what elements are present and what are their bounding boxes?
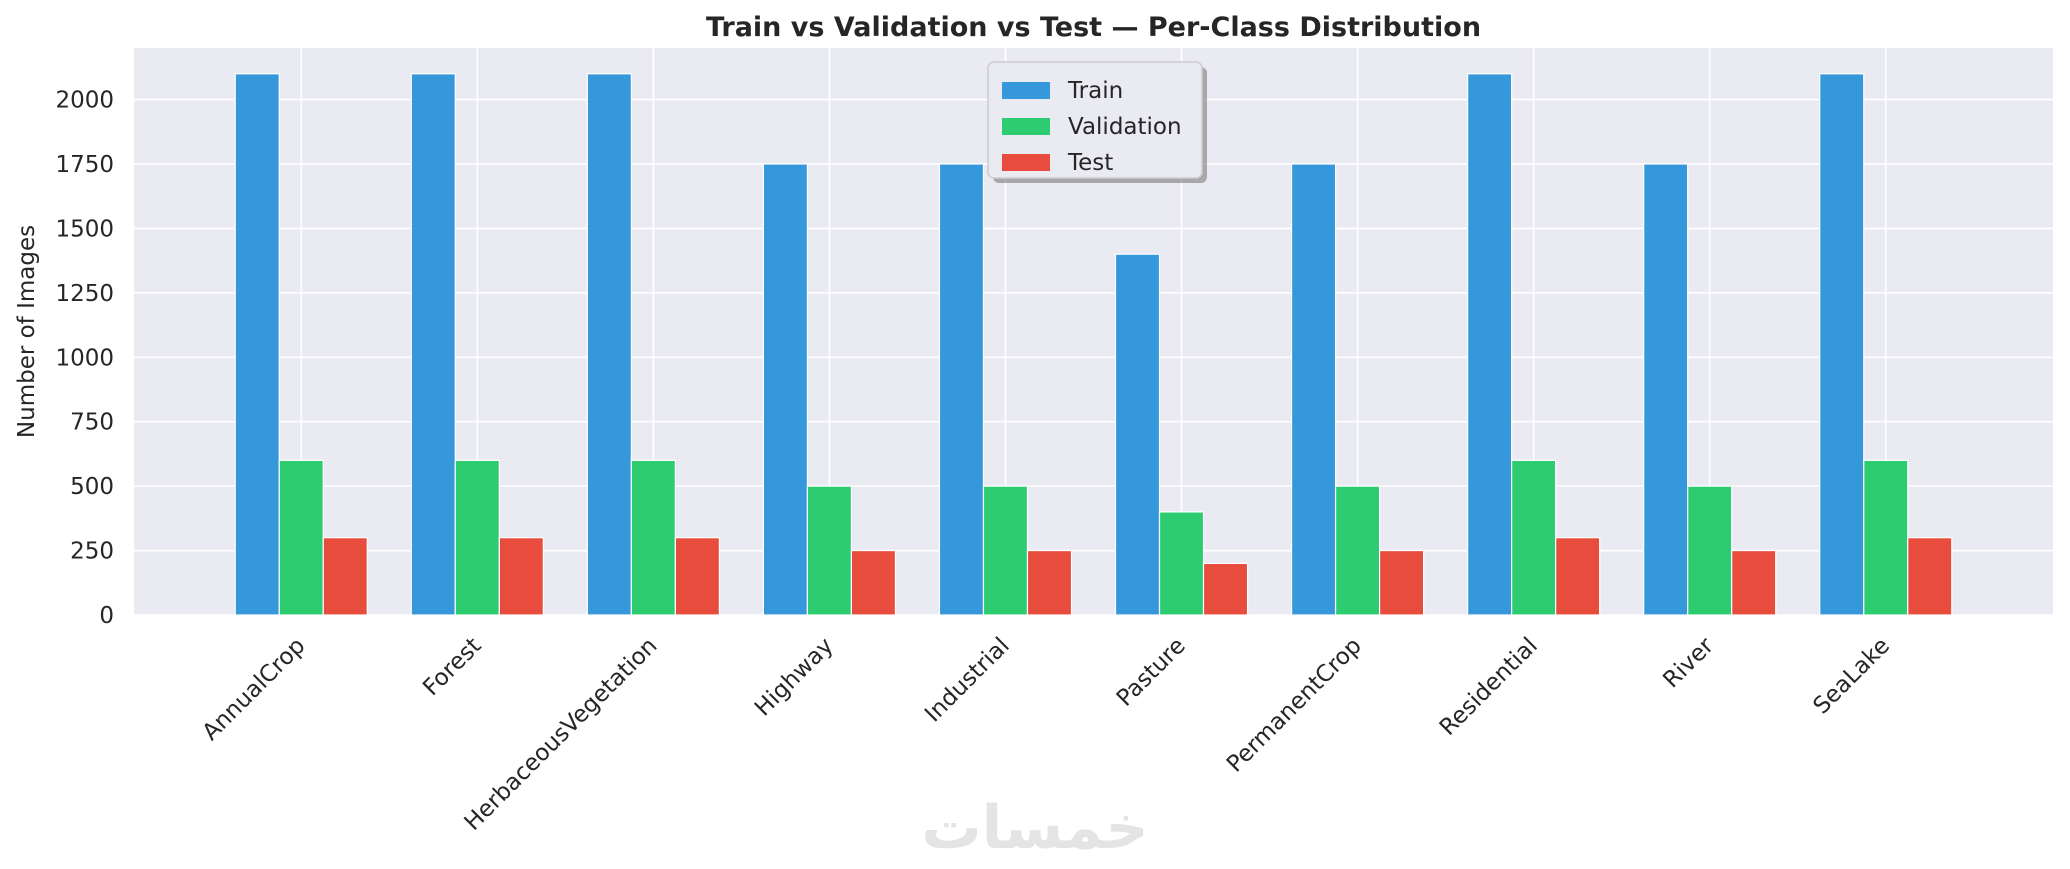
bar-validation-residential xyxy=(1511,459,1557,616)
y-tick-label: 0 xyxy=(99,603,114,629)
bar-train-highway xyxy=(762,163,809,616)
chart-title: Train vs Validation vs Test — Per-Class … xyxy=(706,12,1481,43)
watermark: خمسات xyxy=(921,793,1148,863)
bar-validation-forest xyxy=(454,459,500,616)
bars-group xyxy=(234,73,1953,616)
y-tick-label: 1250 xyxy=(55,281,114,307)
legend-label-train: Train xyxy=(1067,78,1123,104)
bar-train-pasture xyxy=(1114,253,1161,616)
bar-validation-sealake xyxy=(1863,459,1909,616)
bar-test-river xyxy=(1731,549,1777,616)
bar-validation-industrial xyxy=(982,485,1029,616)
y-tick-label: 1000 xyxy=(55,345,114,371)
y-tick-label: 250 xyxy=(70,539,114,565)
y-tick-label: 1500 xyxy=(55,216,114,242)
legend: Train Validation Test xyxy=(987,61,1207,183)
bar-test-forest xyxy=(498,537,544,616)
legend-label-test: Test xyxy=(1067,150,1113,176)
bar-test-permanentcrop xyxy=(1378,549,1425,616)
bar-test-pasture xyxy=(1202,562,1249,616)
bar-test-industrial xyxy=(1026,549,1073,616)
bar-validation-annualcrop xyxy=(278,459,324,616)
bar-test-residential xyxy=(1555,537,1601,616)
bar-train-permanentcrop xyxy=(1290,163,1337,616)
legend-swatch-test xyxy=(1002,154,1050,171)
bar-test-herbaceousvegetation xyxy=(674,537,720,616)
bar-validation-highway xyxy=(806,485,853,616)
legend-label-validation: Validation xyxy=(1068,114,1182,140)
y-tick-label: 1750 xyxy=(55,152,114,178)
y-tick-label: 2000 xyxy=(55,88,114,114)
bar-train-forest xyxy=(410,73,456,616)
legend-swatch-train xyxy=(1002,82,1050,99)
y-axis-ticks: 0 250 500 750 1000 1250 1500 1750 2000 xyxy=(55,88,114,629)
bar-validation-river xyxy=(1687,485,1733,616)
bar-validation-pasture xyxy=(1158,511,1205,616)
y-tick-label: 750 xyxy=(70,410,114,436)
legend-swatch-validation xyxy=(1002,118,1050,135)
bar-train-industrial xyxy=(938,163,985,616)
bar-train-residential xyxy=(1467,73,1513,616)
bar-test-highway xyxy=(850,549,897,616)
bar-train-river xyxy=(1643,163,1689,616)
bar-validation-herbaceousvegetation xyxy=(630,459,676,616)
bar-train-annualcrop xyxy=(234,73,280,616)
bar-test-annualcrop xyxy=(322,537,368,616)
bar-train-herbaceousvegetation xyxy=(586,73,632,616)
bar-train-sealake xyxy=(1819,73,1865,616)
y-tick-label: 500 xyxy=(70,474,114,500)
y-axis-label: Number of Images xyxy=(14,225,40,438)
bar-validation-permanentcrop xyxy=(1334,485,1381,616)
bar-test-sealake xyxy=(1907,537,1953,616)
